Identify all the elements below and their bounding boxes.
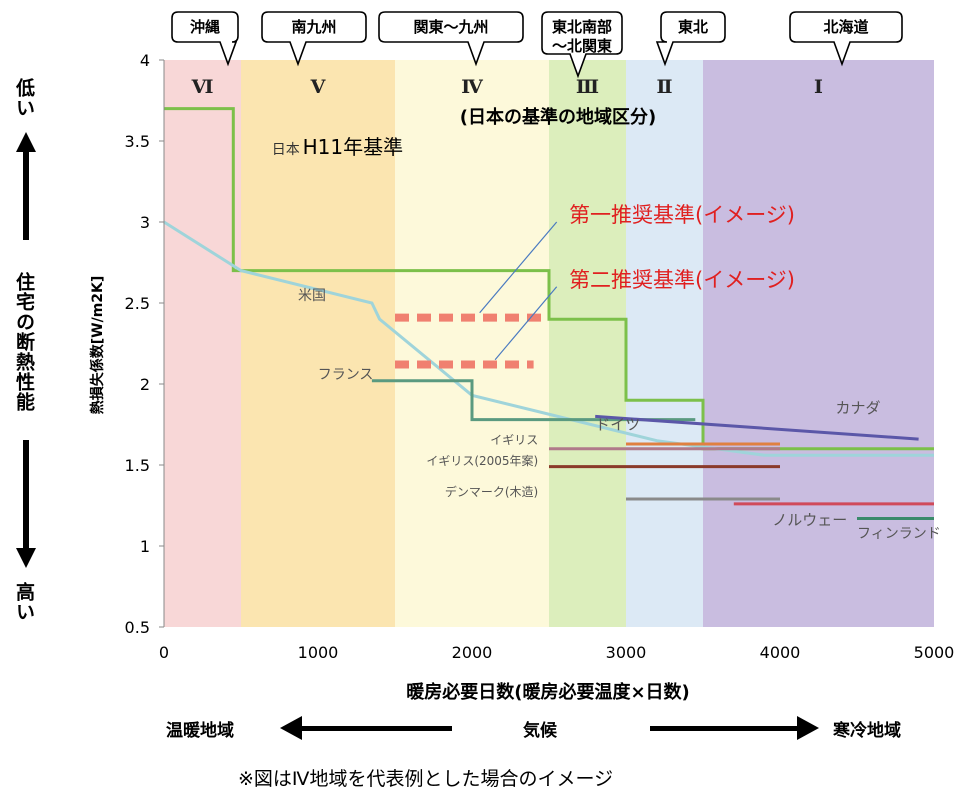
- region-callout-label-1: 南九州: [291, 18, 336, 36]
- y-tick-label-6: 3.5: [125, 132, 150, 151]
- x-tick-label-1: 1000: [298, 643, 339, 662]
- region-callouts: 沖縄 南九州 関東～九州 東北南部～北関東 東北 北海道: [171, 11, 903, 79]
- chart-axes: 0.5 1 1.5 2 2.5 3 3.5 4 0 1000 2000 3000 4000 5000: [125, 51, 955, 662]
- climate-region-bands: Ⅵ Ⅴ Ⅳ Ⅲ Ⅱ Ⅰ (日本の基準の地域区分): [164, 60, 934, 627]
- region-band-3: [549, 60, 626, 627]
- region-band-5: [703, 60, 934, 627]
- annotation-1: H11年基準: [303, 135, 404, 159]
- x-tick-label-2: 2000: [452, 643, 493, 662]
- y-tick-label-7: 4: [140, 51, 150, 70]
- region-numeral-1: Ⅴ: [310, 76, 327, 98]
- down-arrow-shaft: [23, 440, 29, 550]
- region-callout-label-4: 東北: [678, 18, 708, 36]
- region-callout-box-0: [171, 11, 239, 67]
- annotation-0: 日本: [272, 142, 300, 158]
- right-arrow-head: [797, 716, 819, 740]
- side-label-insulation: 住宅の断熱性能: [13, 272, 35, 412]
- y-axis-title: 熱損失係数[W/m2K]: [89, 276, 106, 415]
- region-numeral-2: Ⅳ: [461, 76, 483, 98]
- region-callout-label-5: 北海道: [823, 18, 868, 36]
- chart-series: [163, 107, 934, 520]
- x-tick-label-0: 0: [159, 643, 169, 662]
- pointer-line-0: [479, 221, 558, 314]
- annotation-7: デンマーク(木造): [445, 484, 538, 499]
- side-label-high: 高い: [13, 582, 35, 622]
- left-arrow-shaft: [300, 726, 452, 731]
- left-arrow-head: [280, 716, 302, 740]
- region-callout-label-3-0: 東北南部: [552, 18, 612, 36]
- climate-label: 気候: [523, 721, 557, 741]
- annotation-8: カナダ: [835, 399, 880, 417]
- cold-region-label: 寒冷地域: [833, 721, 901, 741]
- x-axis-title: 暖房必要日数(暖房必要温度×日数): [406, 681, 690, 703]
- x-tick-label-5: 5000: [914, 643, 955, 662]
- region-numeral-4: Ⅱ: [656, 76, 672, 98]
- up-arrow-shaft: [23, 150, 29, 240]
- region-callout-label-0: 沖縄: [190, 18, 220, 36]
- up-arrow: [16, 132, 36, 152]
- region-callout-box-1: [261, 11, 367, 67]
- series-line-3: [595, 414, 919, 441]
- y-tick-label-3: 2: [140, 375, 150, 394]
- x-tick-label-4: 4000: [760, 643, 801, 662]
- footnote: ※図はⅣ地域を代表例とした場合のイメージ: [238, 768, 614, 790]
- annotation-3: フランス: [318, 367, 374, 383]
- region-callout-box-4: [655, 11, 726, 67]
- x-tick-label-3: 3000: [606, 643, 647, 662]
- annotation-11: 第一推奨基準(イメージ): [569, 203, 795, 227]
- annotation-9: ノルウェー: [772, 511, 847, 529]
- y-tick-label-2: 1.5: [125, 456, 150, 475]
- region-callout-label-3-1: ～北関東: [552, 37, 612, 55]
- regions-caption: (日本の基準の地域区分): [460, 106, 656, 128]
- annotation-6: イギリス(2005年案): [426, 453, 538, 468]
- region-band-0: [164, 60, 241, 627]
- y-tick-label-5: 3: [140, 213, 150, 232]
- right-arrow-shaft: [650, 726, 798, 731]
- region-numeral-3: Ⅲ: [576, 76, 599, 98]
- region-numeral-0: Ⅵ: [191, 76, 214, 98]
- series-line-2: [371, 379, 696, 422]
- annotation-12: 第二推奨基準(イメージ): [569, 268, 795, 292]
- region-band-4: [626, 60, 703, 627]
- region-numeral-5: Ⅰ: [814, 76, 823, 98]
- series-line-1: [163, 220, 934, 457]
- annotation-2: 米国: [298, 288, 326, 304]
- y-tick-label-1: 1: [140, 537, 150, 556]
- annotation-10: フィンランド: [857, 526, 941, 542]
- annotation-4: ドイツ: [595, 415, 640, 433]
- y-tick-label-0: 0.5: [125, 618, 150, 637]
- region-band-1: [241, 60, 395, 627]
- region-callout-box-3: [541, 11, 623, 79]
- region-callout-box-5: [789, 11, 903, 67]
- region-callout-box-2: [378, 11, 524, 67]
- warm-region-label: 温暖地域: [166, 721, 234, 741]
- down-arrow: [16, 548, 36, 568]
- y-tick-label-4: 2.5: [125, 294, 150, 313]
- annotation-5: イギリス: [490, 433, 538, 447]
- side-label-low: 低い: [13, 78, 35, 118]
- pointer-line-1: [494, 286, 558, 361]
- region-callout-label-2: 関東～九州: [413, 18, 488, 36]
- region-band-2: [395, 60, 549, 627]
